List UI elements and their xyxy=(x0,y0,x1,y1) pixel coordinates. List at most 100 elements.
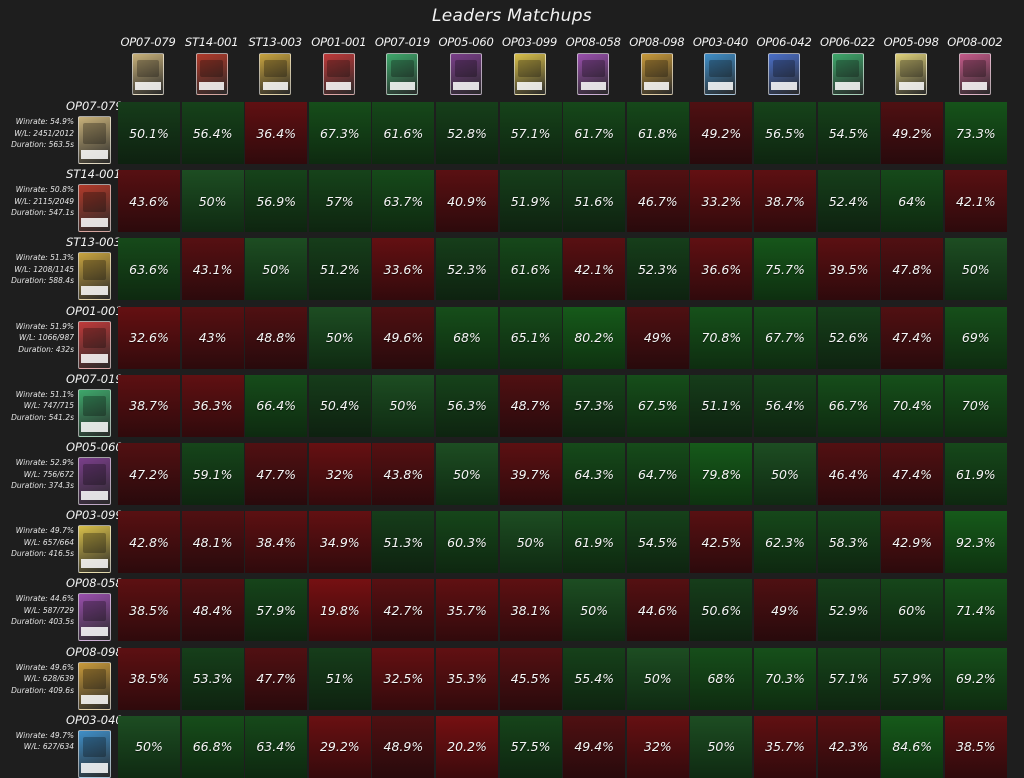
matchup-cell[interactable]: 35.7% xyxy=(436,579,498,642)
matchup-cell[interactable]: 46.7% xyxy=(626,170,689,233)
column-header[interactable]: OP03-099 xyxy=(498,35,562,95)
matchup-cell[interactable]: 42.9% xyxy=(881,511,944,574)
matchup-cell[interactable]: 67.7% xyxy=(754,306,816,369)
column-header[interactable]: OP07-079 xyxy=(116,35,180,95)
matchup-cell[interactable]: 19.8% xyxy=(308,579,371,642)
matchup-cell[interactable]: 52.9% xyxy=(817,579,880,642)
matchup-cell[interactable]: 50% xyxy=(372,374,435,437)
matchup-cell[interactable]: 48.4% xyxy=(181,579,244,642)
matchup-cell[interactable]: 44.6% xyxy=(626,579,689,642)
matchup-cell[interactable]: 50.4% xyxy=(308,374,371,437)
matchup-cell[interactable]: 61.7% xyxy=(563,102,626,164)
matchup-cell[interactable]: 40.9% xyxy=(436,170,498,233)
matchup-cell[interactable]: 56.3% xyxy=(436,374,498,437)
column-header[interactable]: OP06-022 xyxy=(816,35,880,95)
matchup-cell[interactable]: 52.6% xyxy=(817,306,880,369)
matchup-cell[interactable]: 51.1% xyxy=(690,374,753,437)
matchup-cell[interactable]: 50% xyxy=(754,443,816,505)
matchup-cell[interactable]: 92.3% xyxy=(944,511,1007,574)
matchup-cell[interactable]: 49.2% xyxy=(690,102,753,164)
matchup-cell[interactable]: 57.3% xyxy=(563,374,626,437)
matchup-cell[interactable]: 51.6% xyxy=(563,170,626,233)
matchup-cell[interactable]: 67.3% xyxy=(308,102,371,164)
matchup-cell[interactable]: 57% xyxy=(308,170,371,233)
matchup-cell[interactable]: 38.1% xyxy=(499,579,562,642)
matchup-cell[interactable]: 50.1% xyxy=(118,102,180,164)
column-header[interactable]: OP06-042 xyxy=(752,35,816,95)
column-header[interactable]: OP05-098 xyxy=(879,35,943,95)
matchup-cell[interactable]: 52.8% xyxy=(436,102,498,164)
matchup-cell[interactable]: 42.8% xyxy=(118,511,180,574)
matchup-cell[interactable]: 38.7% xyxy=(118,374,180,437)
matchup-cell[interactable]: 80.2% xyxy=(563,306,626,369)
matchup-cell[interactable]: 43.8% xyxy=(372,443,435,505)
matchup-cell[interactable]: 63.6% xyxy=(118,238,180,301)
matchup-cell[interactable]: 50% xyxy=(436,443,498,505)
matchup-cell[interactable]: 47.7% xyxy=(245,443,308,505)
matchup-cell[interactable]: 50% xyxy=(181,170,244,233)
matchup-cell[interactable]: 57.1% xyxy=(817,647,880,710)
matchup-cell[interactable]: 47.4% xyxy=(881,306,944,369)
matchup-cell[interactable]: 39.5% xyxy=(817,238,880,301)
matchup-cell[interactable]: 51% xyxy=(308,647,371,710)
matchup-cell[interactable]: 62.3% xyxy=(754,511,816,574)
matchup-cell[interactable]: 36.6% xyxy=(690,238,753,301)
matchup-cell[interactable]: 69.2% xyxy=(944,647,1007,710)
matchup-cell[interactable]: 57.5% xyxy=(499,715,562,778)
matchup-cell[interactable]: 32.6% xyxy=(118,306,180,369)
matchup-cell[interactable]: 66.4% xyxy=(245,374,308,437)
matchup-cell[interactable]: 50% xyxy=(690,715,753,778)
matchup-cell[interactable]: 29.2% xyxy=(308,715,371,778)
matchup-cell[interactable]: 32% xyxy=(626,715,689,778)
matchup-cell[interactable]: 84.6% xyxy=(881,715,944,778)
matchup-cell[interactable]: 49% xyxy=(754,579,816,642)
matchup-cell[interactable]: 60% xyxy=(881,579,944,642)
column-header[interactable]: OP07-019 xyxy=(370,35,434,95)
matchup-cell[interactable]: 64.7% xyxy=(626,443,689,505)
matchup-cell[interactable]: 34.9% xyxy=(308,511,371,574)
matchup-cell[interactable]: 56.5% xyxy=(754,102,816,164)
matchup-cell[interactable]: 63.4% xyxy=(245,715,308,778)
column-header[interactable]: OP08-098 xyxy=(625,35,689,95)
matchup-cell[interactable]: 49% xyxy=(626,306,689,369)
matchup-cell[interactable]: 38.5% xyxy=(944,715,1007,778)
matchup-cell[interactable]: 50% xyxy=(626,647,689,710)
matchup-cell[interactable]: 51.2% xyxy=(308,238,371,301)
matchup-cell[interactable]: 57.9% xyxy=(881,647,944,710)
matchup-cell[interactable]: 36.4% xyxy=(245,102,308,164)
matchup-cell[interactable]: 61.6% xyxy=(372,102,435,164)
matchup-cell[interactable]: 66.8% xyxy=(181,715,244,778)
matchup-cell[interactable]: 48.8% xyxy=(245,306,308,369)
matchup-cell[interactable]: 35.7% xyxy=(754,715,816,778)
matchup-cell[interactable]: 49.2% xyxy=(881,102,944,164)
matchup-cell[interactable]: 42.3% xyxy=(817,715,880,778)
matchup-cell[interactable]: 70% xyxy=(944,374,1007,437)
matchup-cell[interactable]: 38.5% xyxy=(118,579,180,642)
matchup-cell[interactable]: 32% xyxy=(308,443,371,505)
matchup-cell[interactable]: 71.4% xyxy=(944,579,1007,642)
matchup-cell[interactable]: 47.7% xyxy=(245,647,308,710)
matchup-cell[interactable]: 61.6% xyxy=(499,238,562,301)
column-header[interactable]: ST14-001 xyxy=(180,35,244,95)
matchup-cell[interactable]: 61.9% xyxy=(944,443,1007,505)
matchup-cell[interactable]: 47.2% xyxy=(118,443,180,505)
column-header[interactable]: OP08-002 xyxy=(943,35,1007,95)
matchup-cell[interactable]: 57.1% xyxy=(499,102,562,164)
matchup-cell[interactable]: 54.5% xyxy=(626,511,689,574)
matchup-cell[interactable]: 69% xyxy=(944,306,1007,369)
matchup-cell[interactable]: 52.3% xyxy=(626,238,689,301)
matchup-cell[interactable]: 64.3% xyxy=(563,443,626,505)
matchup-cell[interactable]: 75.7% xyxy=(754,238,816,301)
matchup-cell[interactable]: 63.7% xyxy=(372,170,435,233)
matchup-cell[interactable]: 42.7% xyxy=(372,579,435,642)
matchup-cell[interactable]: 68% xyxy=(690,647,753,710)
matchup-cell[interactable]: 36.3% xyxy=(181,374,244,437)
matchup-cell[interactable]: 55.4% xyxy=(563,647,626,710)
matchup-cell[interactable]: 47.4% xyxy=(881,443,944,505)
matchup-cell[interactable]: 53.3% xyxy=(181,647,244,710)
matchup-cell[interactable]: 56.4% xyxy=(181,102,244,164)
column-header[interactable]: OP01-001 xyxy=(307,35,371,95)
column-header[interactable]: ST13-003 xyxy=(243,35,307,95)
matchup-cell[interactable]: 48.7% xyxy=(499,374,562,437)
matchup-cell[interactable]: 73.3% xyxy=(944,102,1007,164)
